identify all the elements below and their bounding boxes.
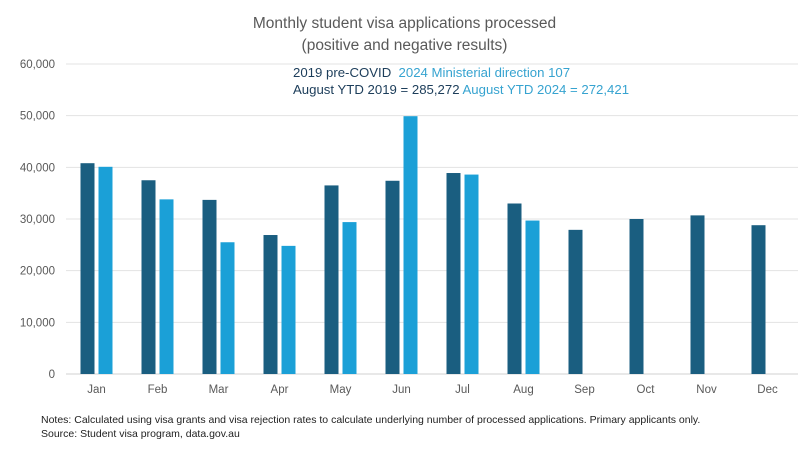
y-tick-label: 0 xyxy=(49,369,55,381)
bar-2019-jun xyxy=(385,180,400,374)
x-tick-label: Apr xyxy=(271,384,289,396)
x-tick-label: Oct xyxy=(637,384,656,396)
y-tick-label: 30,000 xyxy=(20,214,55,226)
y-axis-ticks: 0 10,000 20,000 30,000 40,000 50,000 60,000 xyxy=(20,59,55,381)
x-tick-label: Mar xyxy=(209,384,229,396)
x-tick-label: Nov xyxy=(696,384,717,396)
bar-2019-mar xyxy=(202,199,217,374)
legend-entry-2024: 2024 Ministerial direction 107 xyxy=(398,65,571,80)
chart-title: Monthly student visa applications proces… xyxy=(252,15,557,32)
x-tick-label: Jun xyxy=(392,384,411,396)
bar-2019-apr xyxy=(263,235,278,374)
bar-2019-jul xyxy=(446,173,461,374)
notes-text: Notes: Calculated using visa grants and … xyxy=(41,414,701,426)
bar-2019-feb xyxy=(141,180,156,374)
notes-block: Notes: Calculated using visa grants and … xyxy=(41,413,700,441)
bar-2019-nov xyxy=(690,215,705,374)
legend-entry-2019: 2019 pre-COVID xyxy=(293,65,392,80)
y-tick-label: 20,000 xyxy=(20,266,55,278)
bar-2024-mar xyxy=(220,242,235,374)
bar-2019-aug xyxy=(507,203,522,374)
bar-2019-dec xyxy=(751,225,766,374)
bar-2019-may xyxy=(324,185,339,374)
bars xyxy=(80,116,766,374)
y-tick-label: 50,000 xyxy=(20,111,55,123)
legend-line-2: August YTD 2019 = 285,272 August YTD 202… xyxy=(293,81,629,98)
bar-2019-sep xyxy=(568,229,583,374)
bar-2024-apr xyxy=(281,245,296,374)
legend-ytd-2019: August YTD 2019 = 285,272 xyxy=(293,82,460,97)
y-tick-label: 40,000 xyxy=(20,162,55,174)
source-text: Source: Student visa program, data.gov.a… xyxy=(41,428,240,440)
x-tick-label: May xyxy=(330,384,352,396)
bar-2024-jun xyxy=(403,116,418,374)
bar-2024-jul xyxy=(464,174,479,374)
chart-subtitle: (positive and negative results) xyxy=(301,37,508,54)
legend: 2019 pre-COVID 2024 Ministerial directio… xyxy=(293,64,629,98)
y-tick-label: 60,000 xyxy=(20,59,55,71)
legend-ytd-2024: August YTD 2024 = 272,421 xyxy=(462,82,630,97)
x-tick-label: Dec xyxy=(757,384,778,396)
bar-2019-jan xyxy=(80,163,95,374)
x-tick-label: Feb xyxy=(148,384,168,396)
x-tick-label: Sep xyxy=(574,384,594,396)
x-tick-label: Aug xyxy=(513,384,533,396)
bar-2024-may xyxy=(342,222,357,374)
bar-2019-oct xyxy=(629,219,644,374)
chart-title-block: Monthly student visa applications proces… xyxy=(0,13,809,57)
gridlines xyxy=(66,63,798,375)
y-tick-label: 10,000 xyxy=(20,317,55,329)
x-axis-ticks: Jan Feb Mar Apr May Jun Jul Aug Sep Oct Nov Dec xyxy=(87,384,778,396)
legend-line-1: 2019 pre-COVID 2024 Ministerial directio… xyxy=(293,64,629,81)
x-tick-label: Jan xyxy=(87,384,106,396)
bar-2024-feb xyxy=(159,199,174,374)
bar-2024-jan xyxy=(98,166,113,374)
bar-2024-aug xyxy=(525,220,540,374)
x-tick-label: Jul xyxy=(455,384,470,396)
